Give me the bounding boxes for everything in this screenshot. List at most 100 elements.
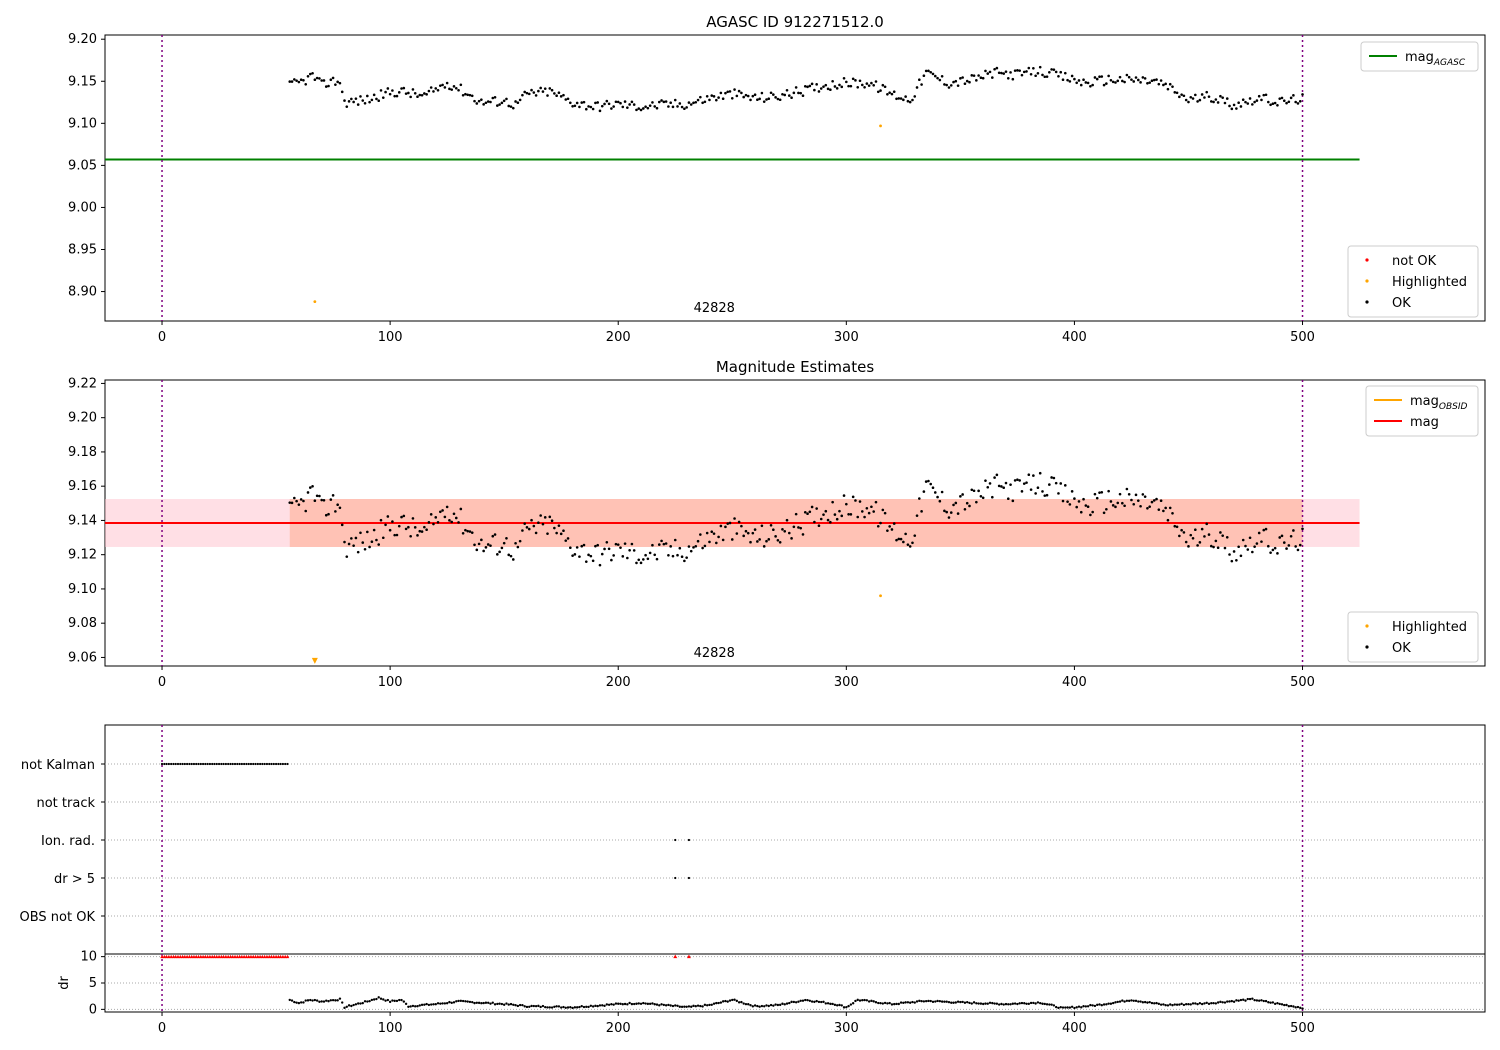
dr-point <box>386 998 390 1002</box>
estimates-ok-point <box>1132 502 1136 506</box>
dr-point <box>1214 1002 1218 1005</box>
flags-point <box>227 762 230 766</box>
estimates-ok-point <box>297 503 301 506</box>
dr-point <box>359 1002 362 1005</box>
agasc-ok-point <box>1164 82 1167 86</box>
dr-clipped-marker <box>171 954 176 959</box>
agasc-ok-point <box>1118 75 1122 79</box>
dr-point <box>391 999 394 1002</box>
agasc-ok-point <box>721 97 725 101</box>
estimates-ok-point <box>1239 554 1243 558</box>
estimates-ok-point <box>578 555 581 558</box>
estimates-ok-point <box>299 498 303 501</box>
estimates-y-tick-label: 9.08 <box>68 616 97 631</box>
dr-point <box>861 999 864 1002</box>
agasc-ok-point <box>1221 96 1224 99</box>
flags-point <box>167 762 170 766</box>
agasc-ok-point <box>1198 98 1202 102</box>
dr-point <box>418 1004 421 1007</box>
estimates-ok-point <box>432 522 435 526</box>
estimates-ok-point <box>845 502 848 506</box>
estimates-ok-point <box>370 540 374 544</box>
dr-point <box>997 1003 1001 1006</box>
estimates-ok-point <box>1273 546 1277 550</box>
dr-point <box>541 1004 545 1008</box>
agasc-ok-point <box>924 69 928 73</box>
agasc-ok-point <box>920 83 923 86</box>
dr-point <box>482 1001 485 1005</box>
dr-point <box>1248 997 1252 1001</box>
agasc-ok-point <box>776 97 780 101</box>
dr-point <box>1216 1001 1220 1004</box>
agasc-ok-point <box>377 99 381 103</box>
flags-point <box>208 762 212 766</box>
agasc-ok-point <box>701 101 704 105</box>
estimates-ok-point <box>1029 488 1033 491</box>
estimates-ok-point <box>902 540 905 544</box>
dr-point <box>320 1000 323 1003</box>
agasc-ok-point <box>288 80 292 83</box>
estimates-ok-point <box>728 521 732 525</box>
dr-point <box>623 1002 627 1006</box>
estimates-ok-point <box>1050 476 1053 479</box>
dr-point <box>1089 1003 1092 1007</box>
dr-x-tick-label: 400 <box>1062 1021 1087 1036</box>
agasc-ok-point <box>384 90 387 94</box>
dr-clipped-marker <box>199 954 203 959</box>
agasc-ok-point <box>1253 100 1256 104</box>
dr-clipped-marker <box>205 954 210 959</box>
agasc-ok-point <box>710 94 714 97</box>
agasc-ok-point <box>785 88 789 92</box>
flags-point <box>687 876 691 880</box>
dr-point <box>664 1004 668 1007</box>
estimates-ok-point <box>1182 531 1186 534</box>
estimates-ok-point <box>744 529 748 533</box>
agasc-ok-point <box>1246 102 1250 105</box>
agasc-ok-point <box>984 69 987 73</box>
agasc-ok-point <box>1269 103 1272 107</box>
agasc-ok-point <box>678 102 682 105</box>
flags-point <box>195 762 198 766</box>
flags-point <box>201 762 205 766</box>
dr-point <box>1237 999 1240 1002</box>
dr-point <box>393 999 396 1003</box>
agasc-ok-point <box>1123 80 1126 84</box>
dr-point <box>986 1002 989 1005</box>
agasc-ok-point <box>594 101 597 105</box>
agasc-points-legend-label: not OK <box>1392 254 1437 269</box>
dr-point <box>669 1004 672 1007</box>
dr-point <box>432 1003 435 1006</box>
dr-point <box>824 1002 827 1005</box>
agasc-ok-point <box>803 85 807 88</box>
agasc-ok-point <box>1091 83 1094 87</box>
estimates-ok-point <box>762 545 766 548</box>
dr-point <box>1244 999 1247 1002</box>
estimates-ok-point <box>425 528 428 532</box>
dr-point <box>744 1002 748 1006</box>
estimates-ok-point <box>908 545 912 548</box>
dr-point <box>655 1003 659 1006</box>
agasc-ok-point <box>1102 83 1106 87</box>
agasc-ok-point <box>642 107 645 110</box>
estimates-ok-point <box>623 542 627 545</box>
agasc-ok-point <box>902 98 905 102</box>
estimates-ok-point <box>354 536 358 540</box>
agasc-ok-point <box>1038 65 1042 69</box>
estimates-ok-point <box>1257 531 1261 535</box>
dr-point <box>448 1000 451 1004</box>
agasc-ok-point <box>1107 74 1110 78</box>
dr-clipped-marker <box>278 954 283 959</box>
dr-point <box>473 1001 476 1005</box>
dr-point <box>792 1000 796 1004</box>
agasc-highlighted-point <box>313 300 317 304</box>
dr-point <box>1057 1006 1060 1010</box>
agasc-ok-point <box>632 103 636 106</box>
estimates-ok-point <box>824 509 828 513</box>
estimates-ok-point <box>783 529 787 533</box>
agasc-ok-point <box>1009 71 1012 74</box>
estimates-ok-point <box>904 532 907 536</box>
agasc-ok-point <box>968 80 971 84</box>
dr-point <box>464 1000 467 1003</box>
dr-point <box>1289 1004 1293 1008</box>
agasc-ok-point <box>539 86 542 90</box>
